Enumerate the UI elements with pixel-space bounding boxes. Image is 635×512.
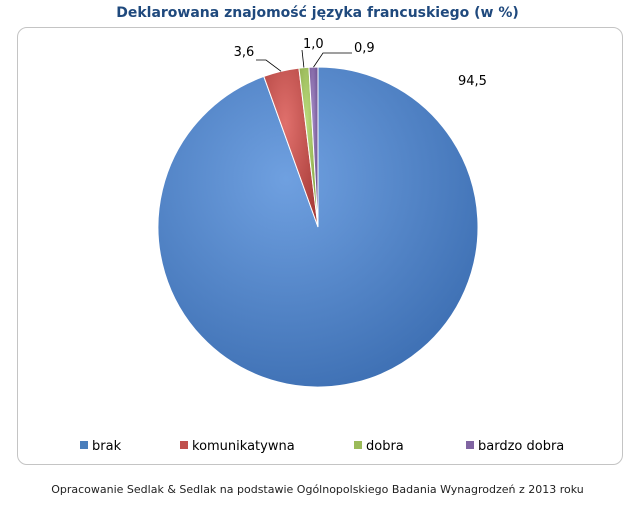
chart-title: Deklarowana znajomość języka francuskieg… — [116, 5, 519, 21]
data-label-dobra: 1,0 — [303, 37, 324, 52]
leader-line-bardzo-dobra — [313, 52, 352, 68]
legend-swatch-bardzo-dobra — [466, 441, 474, 449]
data-label-brak: 94,5 — [458, 74, 487, 89]
leader-line-komunikatywna — [256, 59, 282, 72]
leader-line-dobra — [301, 49, 305, 68]
legend-item-brak: brak — [80, 439, 122, 454]
legend-label-komunikatywna: komunikatywna — [192, 439, 295, 454]
legend-swatch-dobra — [354, 441, 362, 449]
source-footer: Opracowanie Sedlak & Sedlak na podstawie… — [51, 483, 584, 496]
legend-item-bardzo-dobra: bardzo dobra — [466, 439, 564, 454]
legend-item-dobra: dobra — [354, 439, 404, 454]
legend-item-komunikatywna: komunikatywna — [180, 439, 295, 454]
legend-swatch-komunikatywna — [180, 441, 188, 449]
data-label-bardzo-dobra: 0,9 — [354, 41, 375, 56]
legend-label-dobra: dobra — [366, 439, 404, 454]
legend-label-bardzo-dobra: bardzo dobra — [478, 439, 564, 454]
legend-swatch-brak — [80, 441, 88, 449]
data-label-komunikatywna: 3,6 — [234, 45, 255, 60]
legend-label-brak: brak — [92, 439, 122, 454]
